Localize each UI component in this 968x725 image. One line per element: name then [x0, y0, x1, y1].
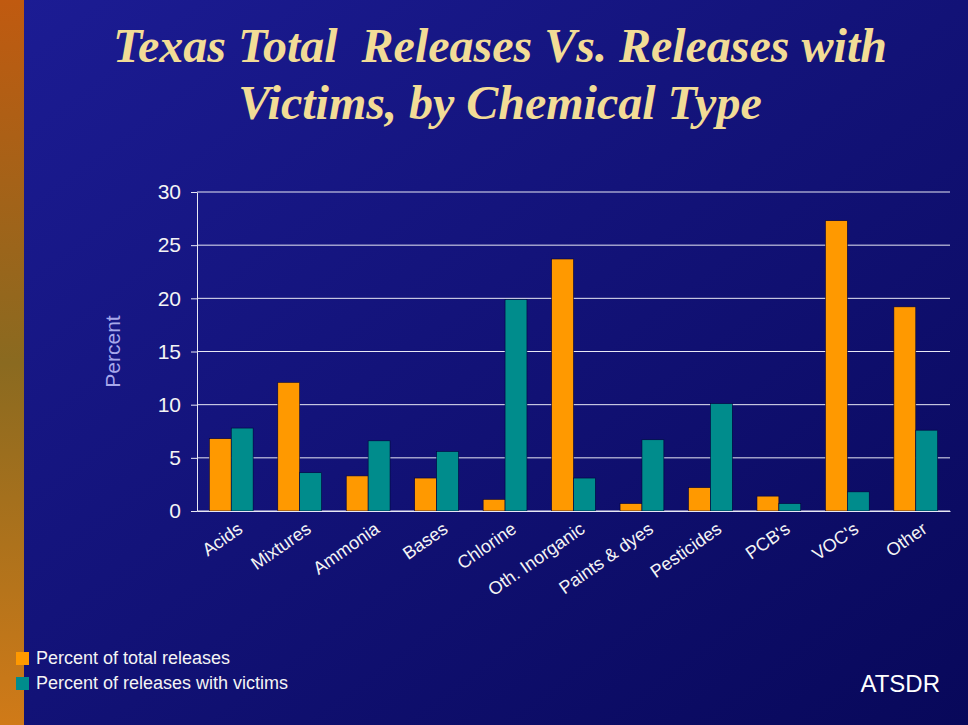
bar [894, 307, 916, 511]
chart: Texas Total Releases Vs. Releases withVi… [0, 0, 968, 725]
y-tick-label: 30 [158, 180, 181, 203]
y-tick-label: 25 [158, 233, 181, 256]
y-tick-mark [191, 458, 197, 459]
x-tick-label: Acids [199, 518, 247, 560]
bar [574, 478, 596, 511]
x-tick: Pesticides [647, 518, 726, 581]
y-tick-mark [191, 352, 197, 353]
y-tick-mark [191, 298, 197, 299]
plot: 051015202530AcidsMixturesAmmoniaBasesChl… [158, 180, 951, 599]
bar [825, 221, 847, 511]
bar [847, 492, 869, 511]
legend: Percent of total releases Percent of rele… [16, 648, 288, 693]
grid [197, 192, 950, 511]
x-tick-label: Bases [399, 518, 451, 563]
x-tick-label: Other [882, 518, 930, 560]
bar [437, 451, 459, 511]
bar [689, 488, 711, 511]
y-axis: 0 5 10 15 20 25 30 [158, 180, 198, 522]
y-tick-label: 0 [169, 499, 181, 522]
x-tick-label: Pesticides [647, 518, 726, 581]
bar [710, 404, 732, 511]
grid-line [197, 192, 950, 193]
bar [209, 439, 231, 511]
bar [346, 476, 368, 511]
x-tick: Acids [199, 518, 247, 560]
x-tick-label: Mixtures [247, 518, 314, 573]
y-tick-mark [191, 192, 197, 193]
y-tick: 15 [158, 340, 197, 363]
x-axis-line [198, 511, 951, 512]
x-tick: Bases [399, 518, 451, 563]
bar [552, 259, 574, 511]
bar [642, 440, 664, 511]
bar [916, 430, 938, 511]
y-tick: 10 [158, 393, 197, 416]
background [0, 0, 968, 725]
bar [368, 441, 390, 511]
bar [300, 473, 322, 511]
bar [620, 504, 642, 511]
y-tick-mark [191, 245, 197, 246]
x-tick: Mixtures [247, 518, 314, 573]
bar [231, 428, 253, 511]
y-tick: 25 [158, 233, 197, 256]
legend-label: Percent of releases with victims [36, 673, 288, 693]
y-tick: 0 [169, 499, 197, 522]
x-tick: Other [882, 518, 930, 560]
bar [757, 496, 779, 511]
bars [209, 221, 937, 511]
y-tick-label: 20 [158, 287, 181, 310]
y-tick: 5 [169, 446, 197, 469]
y-axis-title: Percent [101, 315, 124, 388]
x-axis: AcidsMixturesAmmoniaBasesChlorineOth. In… [198, 512, 951, 600]
x-tick-label: VOC's [809, 518, 863, 564]
x-tick: PCB's [742, 518, 794, 563]
y-tick-label: 5 [169, 446, 181, 469]
x-tick: VOC's [809, 518, 863, 564]
bar [278, 382, 300, 511]
x-tick-label: Paints & dyes [555, 518, 657, 598]
x-tick-label: Ammonia [309, 518, 384, 579]
x-tick-label: PCB's [742, 518, 794, 563]
legend-swatch [16, 652, 29, 665]
bar [483, 499, 505, 511]
y-tick: 30 [158, 180, 197, 203]
y-tick-label: 15 [158, 340, 181, 363]
bar [779, 504, 801, 511]
legend-label: Percent of total releases [36, 648, 230, 668]
y-tick-label: 10 [158, 393, 181, 416]
y-axis-line [197, 193, 198, 512]
bar [505, 299, 527, 511]
y-tick-mark [191, 511, 197, 512]
bar [415, 478, 437, 511]
title: Texas Total Releases Vs. Releases withVi… [113, 19, 887, 129]
y-tick: 20 [158, 287, 197, 310]
x-tick: Ammonia [309, 518, 384, 579]
annotation: ATSDR [860, 670, 940, 697]
decor-strip [0, 0, 24, 725]
y-tick-mark [191, 405, 197, 406]
x-tick: Paints & dyes [555, 518, 657, 598]
legend-swatch [16, 677, 29, 690]
